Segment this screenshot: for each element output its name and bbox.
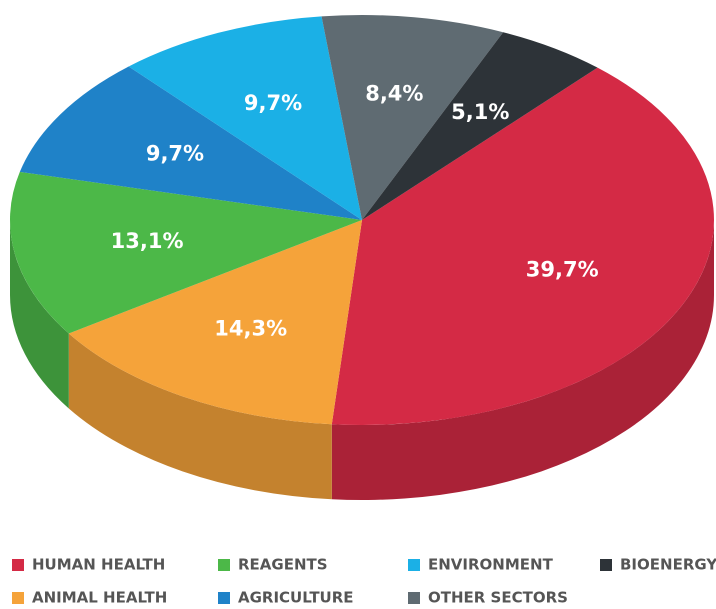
legend-swatch	[408, 592, 420, 604]
legend-swatch	[600, 559, 612, 571]
legend-label: REAGENTS	[238, 556, 328, 574]
slice	[19, 66, 363, 220]
data-label: 39,7%	[526, 258, 599, 282]
legend-swatch	[12, 559, 24, 571]
legend-swatch	[408, 559, 420, 571]
data-label: 9,7%	[244, 91, 302, 115]
legend-swatch	[218, 559, 230, 571]
slice-side	[68, 333, 332, 500]
slice	[362, 32, 598, 220]
legend-label: ENVIRONMENT	[428, 556, 554, 574]
slice-side	[10, 220, 69, 409]
slice	[331, 67, 714, 426]
slice	[128, 16, 362, 221]
data-label: 5,1%	[451, 100, 509, 124]
legend-label: AGRICULTURE	[238, 589, 354, 607]
legend-swatch	[218, 592, 230, 604]
data-label: 9,7%	[146, 142, 204, 166]
legend-swatch	[12, 592, 24, 604]
slice	[321, 14, 504, 220]
data-label: 8,4%	[365, 81, 423, 105]
legend-label: ANIMAL HEALTH	[32, 589, 167, 607]
data-label: 13,1%	[111, 229, 184, 253]
slice-side	[331, 220, 714, 500]
data-label: 14,3%	[214, 316, 287, 340]
legend-label: HUMAN HEALTH	[32, 556, 165, 574]
slice	[9, 171, 363, 334]
slice	[68, 220, 363, 425]
legend-label: OTHER SECTORS	[428, 589, 568, 607]
legend-label: BIOENERGY	[620, 556, 716, 574]
